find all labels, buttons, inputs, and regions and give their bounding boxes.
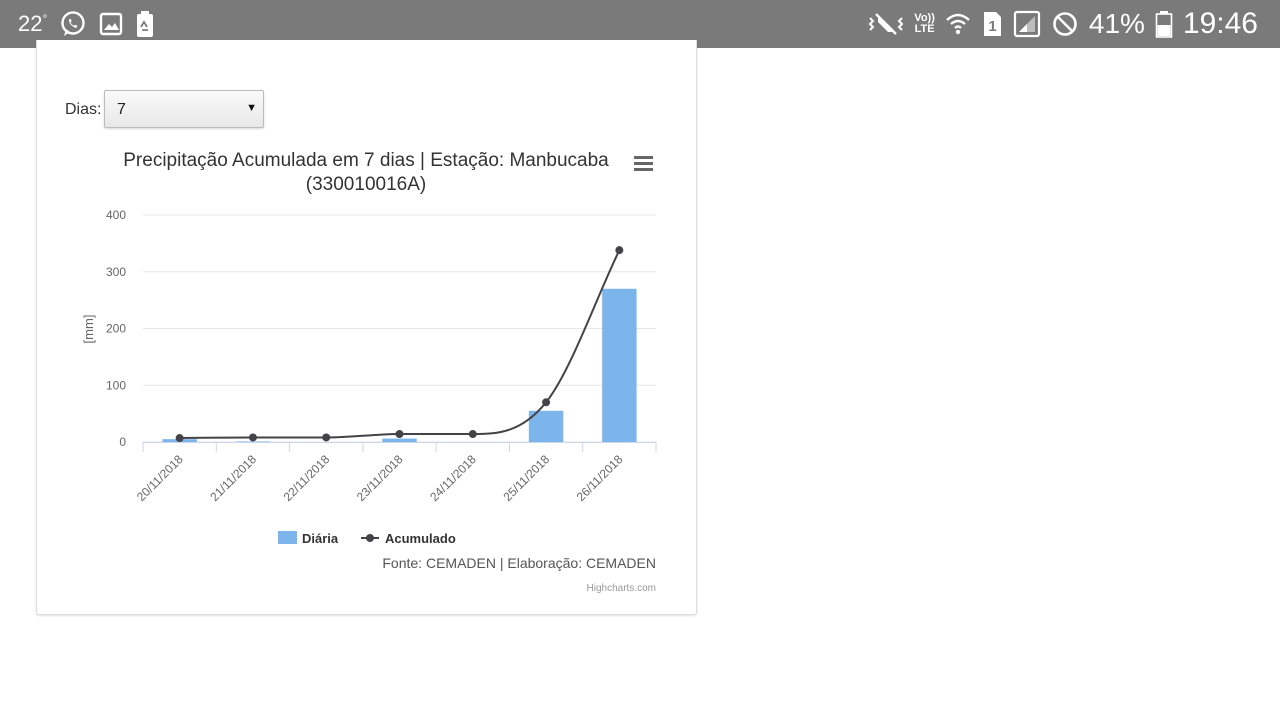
vibrate-icon: [868, 13, 904, 35]
x-tick-label: 22/11/2018: [281, 452, 333, 504]
y-tick-label: 0: [119, 435, 126, 449]
dias-select[interactable]: 7 ▼: [104, 90, 264, 128]
signal-icon: [1013, 10, 1040, 38]
image-icon: [100, 12, 123, 36]
status-bar-right: Vo)) LTE 1 41% 19:46: [868, 0, 1258, 48]
point-acumulado[interactable]: [468, 430, 477, 439]
point-acumulado[interactable]: [615, 246, 624, 255]
x-tick-label: 20/11/2018: [134, 452, 186, 504]
bar-diaria[interactable]: [235, 441, 271, 442]
point-acumulado[interactable]: [175, 434, 184, 443]
chart-card: [36, 40, 697, 615]
bar-diaria[interactable]: [528, 410, 564, 442]
sim-slot-number: 1: [988, 18, 996, 35]
do-not-disturb-icon: [1053, 12, 1077, 36]
dropdown-arrow-icon: ▼: [246, 102, 257, 114]
dias-label: Dias:: [65, 101, 102, 118]
temperature-readout: 22°: [18, 11, 48, 36]
x-tick-label: 21/11/2018: [207, 452, 259, 504]
point-acumulado[interactable]: [322, 433, 331, 442]
legend-item-diaria[interactable]: Diária: [278, 531, 339, 546]
x-tick-label: 23/11/2018: [354, 452, 406, 504]
battery-saver-icon: [137, 11, 154, 37]
hamburger-menu-icon[interactable]: [630, 150, 658, 176]
lte-indicator: Vo)) LTE: [914, 12, 935, 35]
x-tick-label: 25/11/2018: [500, 452, 552, 504]
y-tick-label: 300: [106, 265, 126, 279]
legend-swatch-marker-acumulado: [366, 534, 374, 542]
x-tick-label: 24/11/2018: [427, 452, 479, 504]
dias-selected-value: 7: [117, 101, 126, 118]
legend: Diária Acumulado: [278, 531, 456, 546]
whatsapp-icon: [61, 11, 85, 36]
point-acumulado[interactable]: [248, 433, 257, 442]
point-acumulado[interactable]: [542, 398, 551, 407]
chart-title-line1: Precipitação Acumulada em 7 dias | Estaç…: [123, 150, 609, 171]
y-tick-label: 100: [106, 378, 126, 392]
battery-icon: [1155, 11, 1173, 38]
status-bar-left: 22°: [18, 0, 155, 48]
chart-source-credit: Fonte: CEMADEN | Elaboração: CEMADEN: [382, 555, 656, 571]
legend-swatch-diaria: [278, 531, 297, 544]
legend-item-acumulado[interactable]: Acumulado: [361, 531, 456, 546]
legend-label-acumulado: Acumulado: [385, 531, 456, 546]
chart-title-line2: (330010016A): [306, 174, 426, 195]
sim-slot-icon: 1: [983, 12, 1001, 36]
legend-label-diaria: Diária: [302, 531, 339, 546]
bar-diaria[interactable]: [602, 288, 637, 442]
series-line-acumulado: [179, 249, 621, 440]
battery-percent: 41%: [1088, 8, 1145, 39]
highcharts-credit-link[interactable]: Highcharts.com: [587, 583, 656, 594]
wifi-icon: [946, 13, 970, 35]
clock: 19:46: [1182, 7, 1258, 40]
point-acumulado[interactable]: [395, 430, 404, 439]
x-tick-label: 26/11/2018: [574, 452, 626, 504]
y-axis-label: [mm]: [81, 315, 96, 344]
bar-diaria[interactable]: [382, 438, 417, 442]
y-tick-label: 200: [106, 322, 126, 336]
y-tick-label: 400: [106, 208, 126, 222]
